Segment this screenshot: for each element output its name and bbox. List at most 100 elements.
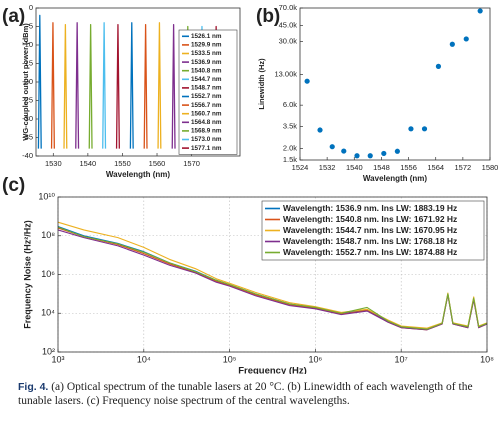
legend-label: 1540.8 nm — [191, 67, 222, 74]
series-line — [88, 24, 93, 149]
x-tick-label: 1530 — [45, 159, 62, 168]
y-axis-label: WG-coupled output power (dBm) — [21, 23, 30, 141]
x-tick-label: 1532 — [319, 163, 336, 172]
x-tick-label: 10⁷ — [395, 354, 408, 364]
point — [421, 126, 428, 132]
x-tick-label: 10⁵ — [223, 354, 237, 364]
series-line — [57, 229, 488, 331]
y-tick-label: 10⁴ — [41, 308, 55, 318]
x-tick-label: 1570 — [183, 159, 200, 168]
x-tick-label: 1524 — [292, 163, 309, 172]
series-line — [129, 22, 134, 149]
series-line — [75, 22, 80, 149]
plot-frame — [35, 7, 241, 157]
x-tick-label: 10³ — [51, 354, 64, 364]
legend-label: Wavelength: 1536.9 nm. Ins LW: 1883.19 H… — [283, 203, 457, 213]
plot-frame — [57, 196, 488, 353]
x-tick-label: 1560 — [149, 159, 166, 168]
legend-label: 1552.7 nm — [191, 93, 222, 100]
legend-label: 1526.1 nm — [191, 33, 222, 40]
legend-label: 1560.7 nm — [191, 110, 222, 117]
y-tick-label: 45.0k — [279, 20, 298, 29]
x-tick-label: 1580 — [482, 163, 499, 172]
legend-box — [261, 200, 485, 261]
y-tick-label: -30 — [22, 114, 33, 123]
y-tick-label: -35 — [22, 132, 33, 141]
point — [477, 8, 483, 14]
y-axis-label: Frequency Noise (Hz²/Hz) — [22, 220, 32, 329]
series-line — [143, 24, 148, 149]
y-tick-label: 70.0k — [279, 3, 298, 12]
x-tick-label: 1548 — [373, 163, 390, 172]
y-tick-label: 1.5k — [283, 155, 297, 164]
legend-label: 1577.1 nm — [191, 145, 222, 152]
panel-label: (b) — [256, 6, 280, 27]
x-tick-label: 10⁴ — [137, 354, 151, 364]
y-tick-label: 0 — [29, 3, 33, 12]
y-tick-label: 30.0k — [279, 36, 298, 45]
series-line — [102, 22, 107, 149]
point — [435, 63, 442, 69]
point — [381, 150, 387, 157]
caption-text: (a) Optical spectrum of the tunable lase… — [18, 381, 473, 407]
x-axis-label: Frequency (Hz) — [238, 366, 307, 374]
legend-label: 1548.7 nm — [191, 85, 222, 92]
legend-label: Wavelength: 1540.8 nm. Ins LW: 1671.92 H… — [283, 214, 457, 224]
panel-label: (a) — [2, 6, 25, 27]
legend-label: 1529.9 nm — [191, 42, 222, 49]
caption: Fig. 4. (a) Optical spectrum of the tuna… — [18, 380, 484, 408]
legend-box — [178, 29, 238, 155]
point — [408, 126, 414, 132]
series-line — [157, 22, 162, 149]
point — [317, 127, 323, 133]
point — [394, 148, 400, 154]
caption-label: Fig. 4. — [18, 381, 49, 393]
y-tick-label: 10¹⁰ — [38, 191, 55, 201]
plot-area — [300, 8, 490, 160]
y-axis-label: Linewidth (Hz) — [257, 58, 266, 110]
legend-label: 1544.7 nm — [191, 76, 222, 83]
x-axis-label: Wavelength (nm) — [363, 174, 427, 183]
series-line — [63, 24, 68, 149]
y-tick-label: -5 — [26, 21, 33, 30]
point — [329, 144, 335, 150]
series-line — [171, 24, 176, 149]
y-tick-label: 10⁸ — [41, 230, 55, 240]
y-tick-label: 6.0k — [283, 100, 297, 109]
y-tick-label: -25 — [22, 95, 33, 104]
series-line — [50, 22, 55, 149]
x-tick-label: 10⁶ — [309, 354, 323, 364]
point — [341, 148, 347, 154]
y-tick-label: -20 — [22, 77, 33, 86]
series-line — [37, 14, 42, 149]
point — [367, 153, 373, 159]
point — [354, 153, 360, 159]
point — [449, 41, 455, 47]
y-tick-label: 13.00k — [274, 70, 297, 79]
y-tick-label: -15 — [22, 58, 33, 67]
legend-label: 1556.7 nm — [191, 102, 222, 109]
y-tick-label: -10 — [22, 40, 33, 49]
series-line — [57, 226, 488, 330]
series-line — [115, 24, 120, 149]
y-tick-label: 2.0k — [283, 144, 297, 153]
x-tick-label: 1556 — [400, 163, 417, 172]
legend-label: Wavelength: 1548.7 nm. Ins LW: 1768.18 H… — [283, 236, 457, 246]
point — [304, 78, 310, 84]
y-tick-label: 10² — [42, 346, 55, 356]
legend-label: 1536.9 nm — [191, 59, 222, 66]
legend-label: Wavelength: 1552.7 nm. Ins LW: 1874.88 H… — [283, 247, 457, 257]
x-tick-label: 1572 — [455, 163, 472, 172]
y-tick-label: -40 — [22, 151, 33, 160]
x-tick-label: 1540 — [346, 163, 363, 172]
plot-frame — [299, 7, 491, 161]
x-axis-label: Wavelength (nm) — [106, 170, 170, 179]
x-tick-label: 1540 — [80, 159, 97, 168]
charts: 1530 1540 1550 1560 1570 -40 -35 -30 -25 -20 -15 -1… — [2, 3, 499, 374]
legend-label: 1573.0 nm — [191, 136, 222, 143]
x-tick-label: 10⁸ — [480, 354, 494, 364]
x-tick-label: 1564 — [427, 163, 444, 172]
legend-label: 1533.5 nm — [191, 50, 222, 57]
y-tick-label: 3.5k — [283, 121, 297, 130]
